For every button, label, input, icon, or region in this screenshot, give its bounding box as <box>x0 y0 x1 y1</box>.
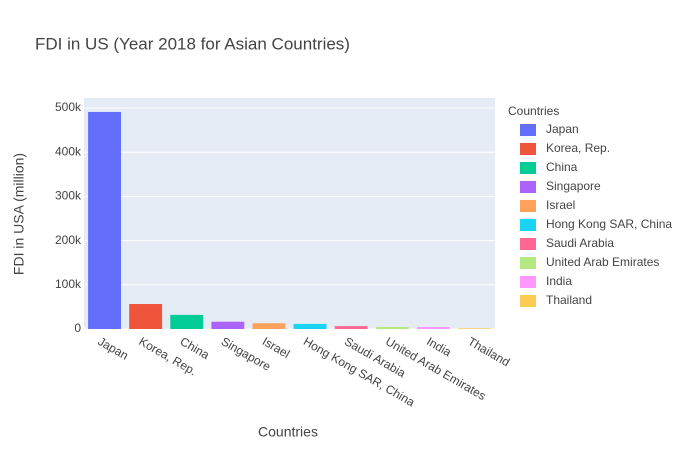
y-axis-title: FDI in USA (million) <box>11 153 27 275</box>
plot-area <box>84 98 495 329</box>
y-tick-label: 400k <box>55 144 82 158</box>
legend-swatch <box>520 200 536 212</box>
bar <box>416 327 450 329</box>
bar <box>458 328 491 329</box>
legend-swatch <box>520 219 536 231</box>
bar <box>293 323 327 329</box>
legend-swatch <box>520 257 536 269</box>
legend-label: United Arab Emirates <box>546 255 659 269</box>
legend-title: Countries <box>508 104 559 118</box>
y-tick-label: 200k <box>55 233 82 247</box>
legend-label: Korea, Rep. <box>546 141 610 155</box>
bar <box>375 327 409 329</box>
legend-swatch <box>520 162 536 174</box>
legend-swatch <box>520 124 536 136</box>
bar <box>211 321 245 329</box>
bar <box>252 323 286 329</box>
legend-label: Saudi Arabia <box>546 236 614 250</box>
y-tick-label: 300k <box>55 189 82 203</box>
bar <box>129 304 163 329</box>
x-tick-label: Thailand <box>465 334 512 369</box>
legend-label: Singapore <box>546 179 601 193</box>
legend-swatch <box>520 295 536 307</box>
legend-label: India <box>546 274 572 288</box>
legend-label: Japan <box>546 122 579 136</box>
bar <box>170 314 204 329</box>
y-tick-label: 100k <box>55 277 82 291</box>
bar <box>334 326 368 329</box>
y-tick-label: 0 <box>74 321 81 335</box>
legend-label: Israel <box>546 198 575 212</box>
legend-label: Thailand <box>546 293 592 307</box>
y-tick-label: 500k <box>55 100 82 114</box>
legend-swatch <box>520 238 536 250</box>
x-axis-title: Countries <box>258 424 318 440</box>
legend-swatch <box>520 143 536 155</box>
x-tick-label: Japan <box>95 334 130 362</box>
bar <box>88 111 121 329</box>
legend-label: China <box>546 160 578 174</box>
legend-swatch <box>520 181 536 193</box>
legend-swatch <box>520 276 536 288</box>
legend-label: Hong Kong SAR, China <box>546 217 672 231</box>
chart-title: FDI in US (Year 2018 for Asian Countries… <box>35 34 350 53</box>
